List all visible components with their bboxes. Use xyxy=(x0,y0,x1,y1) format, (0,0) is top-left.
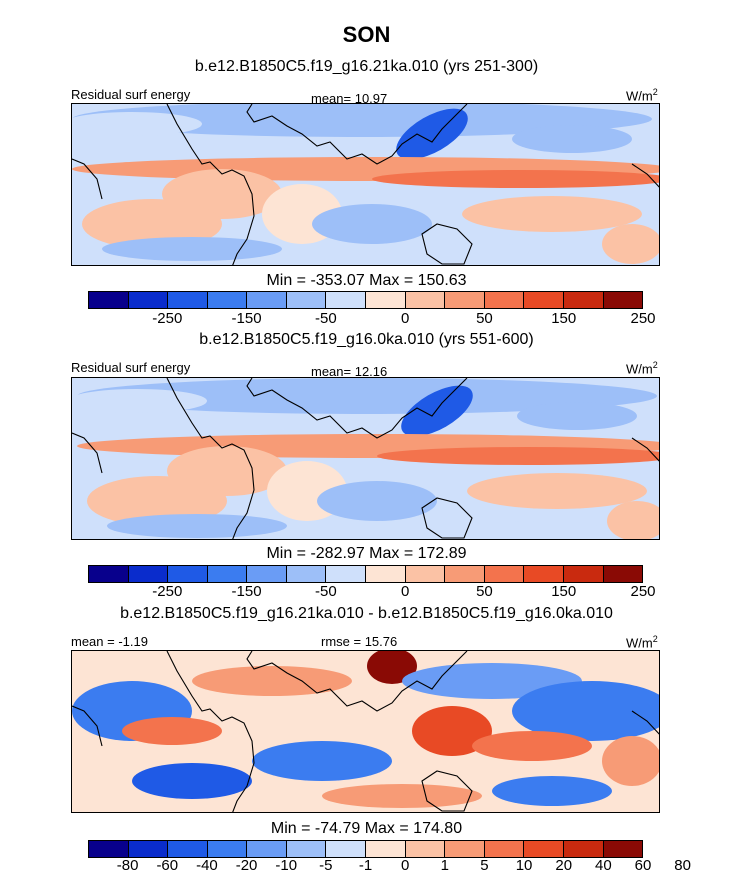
colorbar-tick-label: -150 xyxy=(231,310,262,327)
panel-3-colorbar xyxy=(88,840,643,858)
colorbar-tick-label: 80 xyxy=(674,857,691,874)
colorbar-swatch xyxy=(247,566,287,582)
colorbar-swatch xyxy=(603,292,643,308)
colorbar-swatch xyxy=(207,566,248,582)
panel-2-minmax: Min = -282.97 Max = 172.89 xyxy=(266,545,467,562)
colorbar-swatch xyxy=(286,566,327,582)
colorbar-swatch xyxy=(366,841,406,857)
panel-3-colorbar-ticks: -80 -60 -40 -20 -10 -5 -1 0 1 5 10 20 40 60 80 xyxy=(88,857,691,875)
colorbar-tick-label: -50 xyxy=(315,310,337,327)
panel-1-subtitle: b.e12.B1850C5.f19_g16.21ka.010 (yrs 251-… xyxy=(194,58,539,75)
panel-2-colorbar xyxy=(88,565,643,583)
colorbar-swatch xyxy=(484,566,525,582)
panel-3-minmax: Min = -74.79 Max = 174.80 xyxy=(270,820,463,837)
colorbar-tick-label: 60 xyxy=(634,857,652,874)
colorbar-swatch xyxy=(445,566,485,582)
colorbar-tick-label: 20 xyxy=(555,857,573,874)
colorbar-tick-label: 0 xyxy=(400,857,410,874)
colorbar-swatch xyxy=(128,841,169,857)
colorbar-swatch xyxy=(563,292,604,308)
colorbar-swatch xyxy=(484,841,525,857)
colorbar-swatch xyxy=(207,841,248,857)
colorbar-swatch xyxy=(484,292,525,308)
colorbar-tick-label: -1 xyxy=(358,857,373,874)
colorbar-swatch xyxy=(524,292,564,308)
colorbar-tick-label: 0 xyxy=(400,310,410,327)
panel-2-units: W/m2 xyxy=(626,360,658,377)
panel-2-mean-label: mean= 12.16 xyxy=(311,364,388,379)
colorbar-swatch xyxy=(168,841,208,857)
colorbar-swatch xyxy=(326,292,367,308)
panel-2-subtitle: b.e12.B1850C5.f19_g16.0ka.010 (yrs 551-6… xyxy=(199,331,534,348)
colorbar-swatch xyxy=(89,841,129,857)
colorbar-tick-label: -50 xyxy=(315,583,337,600)
colorbar-tick-label: -250 xyxy=(152,310,183,327)
panel-3-mean-label: mean = -1.19 xyxy=(71,634,148,649)
colorbar-tick-label: 150 xyxy=(551,310,577,327)
panel-3-units: W/m2 xyxy=(626,634,658,651)
colorbar-swatch xyxy=(207,292,248,308)
colorbar-tick-label: -60 xyxy=(156,857,179,874)
colorbar-tick-label: 250 xyxy=(630,583,656,600)
panel-1-colorbar-ticks: -250 -150 -50 0 50 150 250 xyxy=(88,310,655,328)
colorbar-swatch xyxy=(405,566,446,582)
colorbar-swatch xyxy=(524,566,564,582)
panel-2-map xyxy=(71,377,660,540)
coastline xyxy=(72,104,659,265)
colorbar-tick-label: -5 xyxy=(319,857,333,874)
colorbar-swatch xyxy=(563,566,604,582)
colorbar-swatch xyxy=(326,841,367,857)
colorbar-swatch xyxy=(286,841,327,857)
panel-3-subtitle: b.e12.B1850C5.f19_g16.21ka.010 - b.e12.B… xyxy=(120,605,613,622)
panel-1-map xyxy=(71,103,660,266)
panel-1-left-label: Residual surf energy xyxy=(71,87,191,102)
coastline xyxy=(72,378,659,539)
colorbar-tick-label: 0 xyxy=(400,583,410,600)
colorbar-tick-label: -10 xyxy=(275,857,298,874)
colorbar-swatch xyxy=(128,292,169,308)
panel-2-colorbar-ticks: -250 -150 -50 0 50 150 250 xyxy=(88,583,655,601)
panel-1-colorbar xyxy=(88,291,643,309)
colorbar-tick-label: 5 xyxy=(480,857,489,874)
colorbar-swatch xyxy=(366,566,406,582)
colorbar-tick-label: 1 xyxy=(440,857,449,874)
colorbar-tick-label: 250 xyxy=(630,310,656,327)
colorbar-tick-label: 10 xyxy=(515,857,533,874)
panel-3-map xyxy=(71,650,660,813)
colorbar-swatch xyxy=(247,841,287,857)
colorbar-tick-label: -40 xyxy=(196,857,218,874)
colorbar-swatch xyxy=(366,292,406,308)
colorbar-swatch xyxy=(603,566,643,582)
colorbar-swatch xyxy=(128,566,169,582)
colorbar-swatch xyxy=(524,841,564,857)
colorbar-swatch xyxy=(445,292,485,308)
colorbar-tick-label: -150 xyxy=(231,583,262,600)
panel-3-rmse-label: rmse = 15.76 xyxy=(321,634,398,649)
colorbar-tick-label: -250 xyxy=(152,583,183,600)
colorbar-swatch xyxy=(326,566,367,582)
colorbar-tick-label: 50 xyxy=(476,310,493,327)
colorbar-swatch xyxy=(168,292,208,308)
colorbar-swatch xyxy=(405,841,446,857)
colorbar-swatch xyxy=(247,292,287,308)
panel-1-minmax: Min = -353.07 Max = 150.63 xyxy=(266,272,467,289)
figure-title: SON xyxy=(342,22,391,47)
colorbar-swatch xyxy=(445,841,485,857)
colorbar-swatch xyxy=(563,841,604,857)
panel-1-mean-label: mean= 10.97 xyxy=(311,91,388,106)
colorbar-swatch xyxy=(603,841,643,857)
panel-2-left-label: Residual surf energy xyxy=(71,360,191,375)
colorbar-swatch xyxy=(89,566,129,582)
colorbar-tick-label: -80 xyxy=(116,857,139,874)
colorbar-swatch xyxy=(286,292,327,308)
colorbar-swatch xyxy=(168,566,208,582)
colorbar-tick-label: -20 xyxy=(235,857,258,874)
colorbar-swatch xyxy=(89,292,129,308)
panel-1-units: W/m2 xyxy=(626,87,658,104)
coastline xyxy=(72,651,659,812)
colorbar-tick-label: 150 xyxy=(551,583,577,600)
colorbar-tick-label: 40 xyxy=(595,857,612,874)
colorbar-tick-label: 50 xyxy=(476,583,493,600)
colorbar-swatch xyxy=(405,292,446,308)
